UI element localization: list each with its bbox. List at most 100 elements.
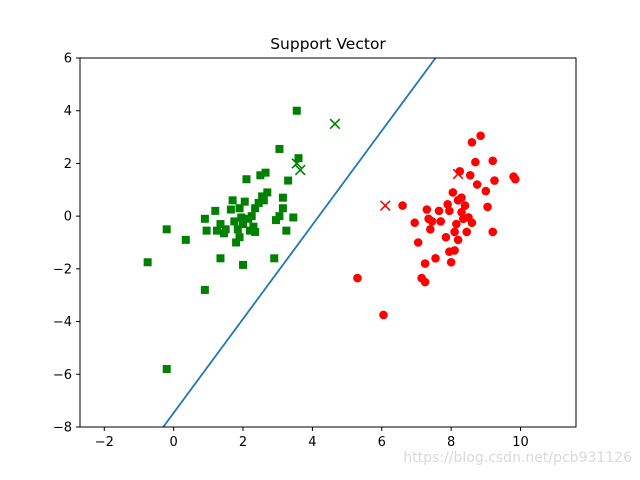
x-tick-label: 10: [512, 435, 529, 450]
x-tick-label: 4: [308, 435, 316, 450]
y-tick-label: 0: [64, 210, 72, 225]
y-tick-label: −6: [53, 368, 72, 383]
green-square-point: [213, 226, 222, 235]
y-tick-label: −8: [53, 421, 72, 436]
green-square-point: [230, 217, 239, 226]
axes: −2 0 2 4 6 8 10 −8 −6 −4 −2 0 2 4 6: [53, 52, 529, 451]
red-circle-point: [427, 217, 437, 226]
red-circle-point: [420, 277, 430, 287]
red-circle-point: [488, 227, 498, 237]
green-square-point: [235, 204, 244, 213]
red-circle-point: [445, 247, 454, 257]
red-circle-point: [410, 218, 420, 228]
y-tick-label: −4: [53, 315, 72, 330]
green-square-point: [282, 226, 291, 235]
green-square-point: [216, 220, 225, 229]
support-vector-marker: [294, 164, 306, 176]
y-tick-label: 4: [64, 104, 72, 119]
green-square-point: [294, 154, 303, 163]
y-tick-label: 6: [64, 52, 72, 67]
green-square-point: [211, 206, 220, 215]
green-square-point: [226, 205, 235, 214]
green-square-point: [275, 144, 284, 153]
green-square-point: [263, 188, 272, 197]
green-square-point: [292, 106, 301, 115]
x-tick-label: 0: [170, 435, 178, 450]
green-square-point: [162, 365, 171, 374]
green-square-point: [233, 225, 242, 234]
green-square-point: [237, 213, 246, 222]
red-circle-point: [436, 217, 446, 226]
red-circle-point: [471, 157, 480, 167]
red-circle-point: [472, 180, 482, 189]
red-circle-point: [431, 254, 440, 263]
red-circle-point: [353, 273, 362, 283]
green-square-point: [275, 212, 284, 221]
green-square-point: [249, 222, 258, 231]
green-square-point: [200, 214, 209, 223]
x-tick-label: −2: [95, 435, 114, 450]
red-circle-point: [481, 186, 491, 196]
green-square-point: [270, 254, 279, 263]
watermark-text: https://blog.csdn.net/pcb931126: [403, 450, 632, 466]
red-circle-point: [420, 259, 430, 268]
green-square-point: [259, 196, 268, 205]
green-square-point: [239, 260, 248, 269]
red-circle-point: [467, 138, 477, 147]
support-vector-marker: [291, 158, 303, 169]
green-square-point: [240, 197, 249, 206]
red-circle-point: [398, 201, 407, 210]
red-circle-point: [488, 156, 498, 166]
red-circle-point: [483, 202, 492, 212]
red-circle-point: [490, 176, 499, 185]
green-square-point: [242, 175, 251, 184]
decision-boundary-line: [162, 58, 437, 427]
red-circle-point: [379, 310, 388, 320]
support-vector-marker: [379, 200, 391, 211]
red-circle-point: [413, 238, 423, 247]
green-square-point: [254, 198, 263, 207]
red-circle-point: [448, 188, 458, 197]
red-circle-point: [457, 207, 466, 217]
green-square-point: [200, 285, 209, 294]
green-square-point: [256, 171, 265, 180]
green-square-point: [232, 238, 241, 247]
red-circle-point: [422, 205, 432, 214]
green-square-point: [143, 258, 152, 267]
red-circle-point: [445, 206, 454, 216]
green-square-point: [162, 225, 171, 234]
support-vector-marker: [452, 168, 464, 180]
x-tick-label: 8: [447, 435, 455, 450]
x-tick-label: 2: [239, 435, 247, 450]
green-square-point: [235, 233, 244, 242]
green-square-point: [216, 254, 225, 263]
red-circle-point: [511, 174, 520, 184]
red-circle-point: [426, 225, 435, 234]
red-circle-point: [450, 227, 459, 237]
red-circle-point: [457, 193, 466, 202]
red-circle-point: [467, 218, 477, 228]
red-circle-point: [443, 199, 452, 209]
plot-area: [143, 58, 520, 427]
y-tick-label: 2: [64, 157, 72, 172]
green-square-point: [221, 225, 230, 234]
red-circle-point: [453, 235, 463, 245]
green-square-point: [247, 212, 256, 221]
green-square-point: [202, 226, 211, 235]
red-circle-point: [452, 219, 461, 229]
x-tick-label: 6: [378, 435, 386, 450]
red-circle-point: [434, 206, 444, 216]
red-circle-point: [441, 232, 451, 242]
plot-frame: [79, 57, 577, 428]
green-square-point: [289, 213, 298, 222]
y-tick-label: −2: [53, 262, 72, 277]
support-vector-marker: [329, 118, 341, 130]
green-square-point: [181, 235, 190, 244]
green-square-point: [239, 220, 248, 229]
green-square-point: [278, 193, 287, 202]
chart-title: Support Vector: [270, 35, 386, 53]
green-square-point: [251, 227, 260, 236]
red-circle-point: [462, 227, 472, 237]
red-circle-point: [446, 257, 456, 267]
